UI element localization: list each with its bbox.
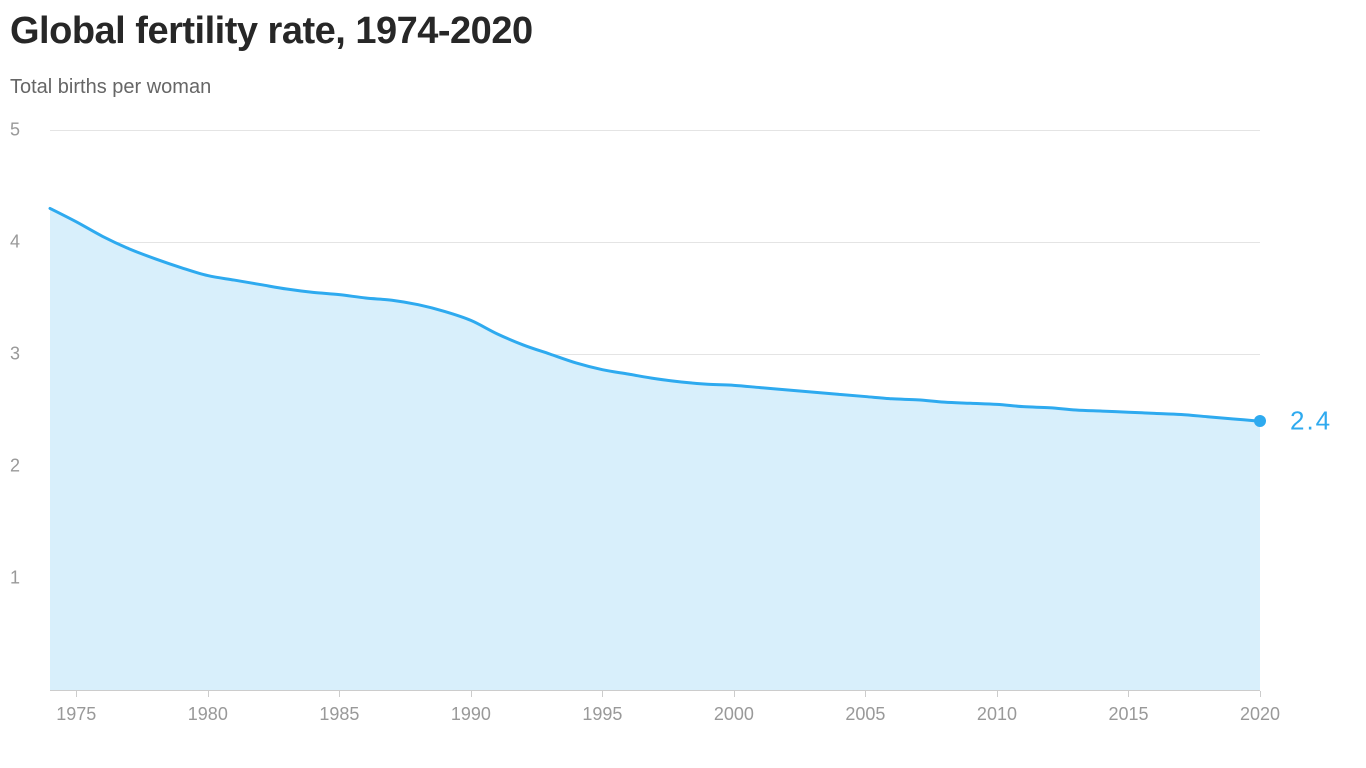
- x-tick-mark: [602, 691, 603, 697]
- end-marker: [1254, 415, 1266, 427]
- x-tick-mark: [76, 691, 77, 697]
- area-chart-svg: [50, 130, 1260, 690]
- x-axis-label: 2005: [845, 704, 885, 725]
- x-tick-mark: [1260, 691, 1261, 697]
- x-tick-mark: [1128, 691, 1129, 697]
- plot-area: 1234519751980198519901995200020052010201…: [50, 130, 1260, 690]
- chart-container: Global fertility rate, 1974-2020 Total b…: [0, 0, 1366, 768]
- x-tick-mark: [208, 691, 209, 697]
- y-axis-label: 1: [10, 568, 20, 589]
- x-axis-label: 1985: [319, 704, 359, 725]
- x-axis-label: 1975: [56, 704, 96, 725]
- y-axis-label: 2: [10, 456, 20, 477]
- y-axis-label: 3: [10, 344, 20, 365]
- x-axis-label: 1990: [451, 704, 491, 725]
- chart-subtitle: Total births per woman: [10, 76, 211, 99]
- x-tick-mark: [339, 691, 340, 697]
- x-axis-label: 1980: [188, 704, 228, 725]
- x-axis-label: 2020: [1240, 704, 1280, 725]
- x-axis-label: 1995: [582, 704, 622, 725]
- x-axis-label: 2000: [714, 704, 754, 725]
- x-tick-mark: [997, 691, 998, 697]
- x-axis-baseline: [50, 690, 1260, 691]
- chart-title: Global fertility rate, 1974-2020: [10, 10, 533, 53]
- y-axis-label: 4: [10, 232, 20, 253]
- x-axis-label: 2015: [1108, 704, 1148, 725]
- x-tick-mark: [865, 691, 866, 697]
- x-axis-label: 2010: [977, 704, 1017, 725]
- x-tick-mark: [734, 691, 735, 697]
- y-axis-label: 5: [10, 120, 20, 141]
- end-value-label: 2.4: [1290, 406, 1332, 437]
- x-tick-mark: [471, 691, 472, 697]
